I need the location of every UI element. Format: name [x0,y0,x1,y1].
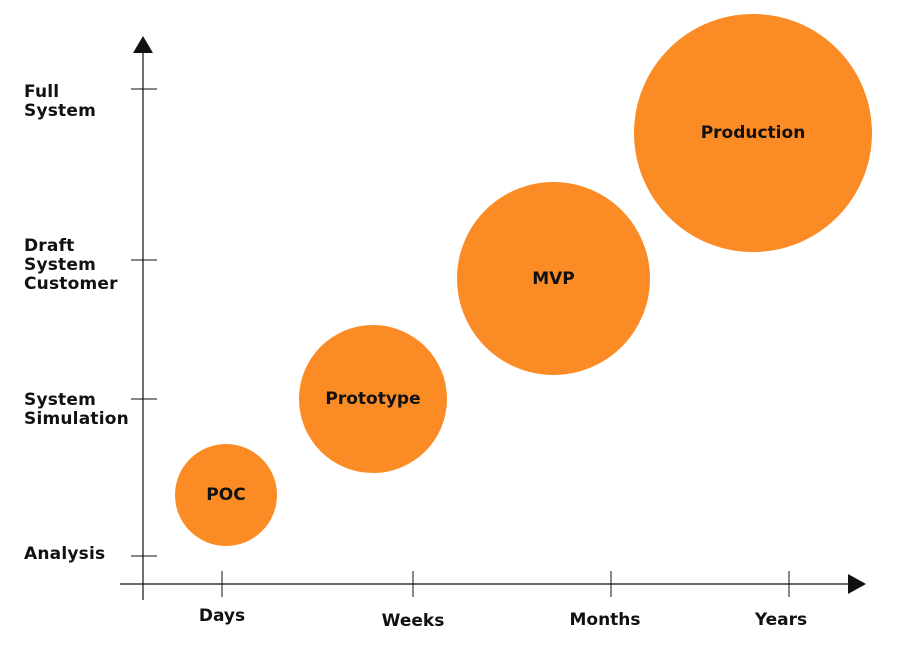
y-label-full-system: Full System [24,82,97,121]
y-axis-arrow [133,36,153,53]
x-label-years: Years [754,610,808,630]
y-label-analysis: Analysis [24,544,106,564]
stage-bubble-poc: POC [175,444,277,546]
stage-label-poc: POC [206,485,246,505]
stage-bubble-prototype: Prototype [299,325,447,473]
x-label-months: Months [569,610,641,630]
y-label-system-simulation: System Simulation [24,390,129,429]
stage-bubble-production: Production [634,14,872,252]
stage-label-prototype: Prototype [325,389,421,409]
y-label-draft-system-customer: Draft System Customer [24,236,118,294]
stage-bubble-mvp: MVP [457,182,650,375]
stage-label-production: Production [700,123,806,143]
stage-label-mvp: MVP [532,268,575,289]
x-label-weeks: Weeks [381,611,445,631]
x-label-days: Days [198,606,246,626]
x-axis-arrow [848,574,866,594]
